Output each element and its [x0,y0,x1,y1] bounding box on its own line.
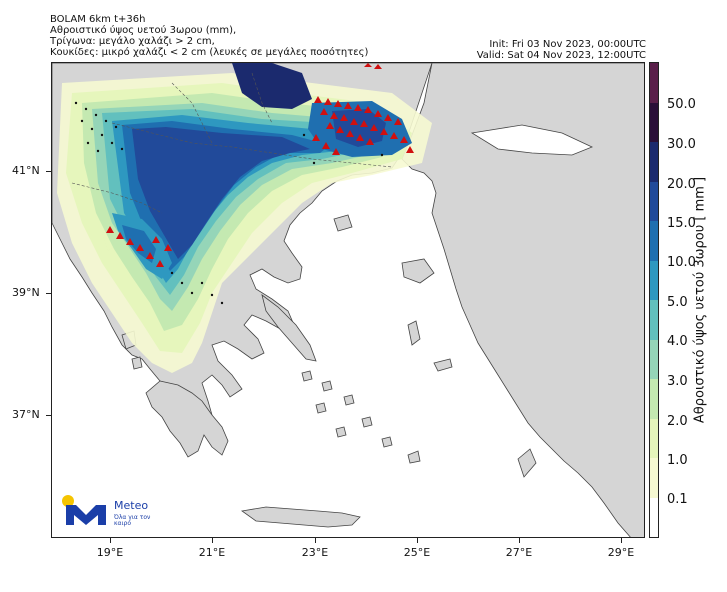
colorbar-segment [650,458,658,498]
colorbar-label: 4.0 [667,334,688,349]
init-time: Init: Fri 03 Nov 2023, 00:00UTC [489,39,646,50]
lon-label-27: 27°E [505,546,533,559]
lesvos [401,258,435,284]
lon-tick [110,538,111,543]
lon-label-19: 19°E [96,546,124,559]
colorbar-segment [650,300,658,340]
precipitation-map [51,62,645,538]
colorbar-label: 3.0 [667,374,688,389]
colorbar-segment [650,142,658,182]
crete [240,506,361,528]
hail-dots-layer [74,101,384,305]
colorbar [649,62,659,538]
lon-label-21: 21°E [198,546,226,559]
precip-west-coast-inner [122,225,156,263]
logo-wordmark: Meteo [114,499,149,512]
map-canvas [52,63,644,537]
colorbar-segment [650,102,658,142]
lon-tick [315,538,316,543]
colorbar-segment [650,339,658,379]
hail-triangles-layer [106,63,414,267]
colorbar-segment [650,181,658,221]
zakynthos [131,356,143,370]
lat-tick [46,171,51,172]
evia [261,294,317,362]
colorbar-segment [650,63,658,103]
peloponnese [145,380,229,458]
lat-label-41: 41°N [12,164,40,177]
meteo-logo-icon [62,495,106,525]
lat-label-39: 39°N [12,286,40,299]
precip-30mm [232,63,312,109]
colorbar-title: Αθροιστικό ύψος υετού 3ωρου [ mm ] [692,176,708,424]
colorbar-label: 50.0 [667,97,696,112]
triangle-legend-note: Τρίγωνα: μεγάλο χαλάζι > 2 cm, [50,36,215,47]
lat-tick [46,293,51,294]
limnos [333,214,353,232]
colorbar-label: 10.0 [667,255,696,270]
lat-label-37: 37°N [12,408,40,421]
sea-of-marmara [470,124,594,156]
precip-20mm [132,127,310,259]
lon-label-29: 29°E [607,546,635,559]
lon-tick [621,538,622,543]
dot-legend-note: Κουκίδες: μικρό χαλάζι < 2 cm (λευκές σε… [50,47,369,58]
model-run-title: BOLAM 6km t+36h [50,14,146,25]
variable-description: Αθροιστικό ύψος υετού 3ωρου (mm), [50,25,237,36]
samos [433,358,453,372]
colorbar-label: 5.0 [667,295,688,310]
colorbar-label: 2.0 [667,414,688,429]
lon-label-23: 23°E [301,546,329,559]
country-borders [71,72,393,214]
lon-tick [519,538,520,543]
turkey-mainland [401,63,644,537]
valid-time: Valid: Sat 04 Nov 2023, 12:00UTC [476,50,646,61]
lat-tick [46,415,51,416]
map-header-right: Init: Fri 03 Nov 2023, 00:00UTC Valid: S… [477,39,646,61]
lon-tick [212,538,213,543]
colorbar-segment [650,260,658,300]
colorbar-label: 30.0 [667,137,696,152]
colorbar-label: 0.1 [667,492,688,507]
chios [407,320,421,346]
lon-label-25: 25°E [403,546,431,559]
rhodes [517,448,537,478]
colorbar-segment [650,418,658,458]
colorbar-segment [650,497,658,537]
lon-tick [417,538,418,543]
map-header-left: BOLAM 6km t+36h Αθροιστικό ύψος υετού 3ω… [50,14,368,58]
colorbar-segment [650,379,658,419]
colorbar-segment [650,221,658,261]
colorbar-label: 15.0 [667,216,696,231]
colorbar-label: 1.0 [667,453,688,468]
colorbar-label: 20.0 [667,177,696,192]
logo-tagline: Όλα για τον καιρό [114,514,151,527]
